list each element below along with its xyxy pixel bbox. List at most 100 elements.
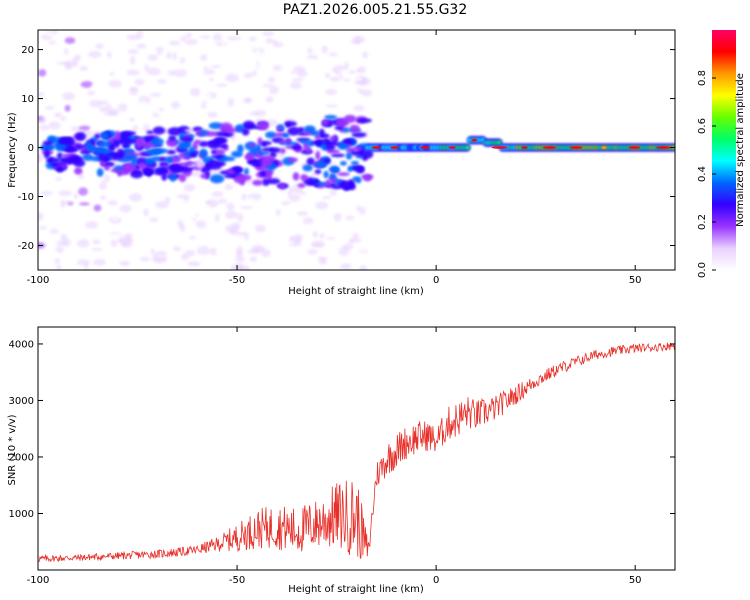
spectrogram-cell bbox=[312, 230, 318, 238]
spectrogram-cell bbox=[242, 98, 253, 103]
spectrogram-cell bbox=[339, 161, 347, 166]
colorbar-tick-label: 0.2 bbox=[697, 214, 708, 230]
spectrogram-cell bbox=[333, 212, 342, 222]
spectrogram-cell bbox=[193, 139, 202, 145]
spectrogram-cell bbox=[178, 241, 187, 250]
spectrogram-cell bbox=[143, 124, 150, 132]
spectrogram-cell bbox=[203, 80, 210, 85]
spectrogram-cell bbox=[75, 50, 89, 55]
spectrogram-cell bbox=[325, 104, 339, 108]
spectrogram-cell bbox=[160, 240, 170, 248]
spectrogram-cell bbox=[38, 212, 44, 221]
spectrogram-cell bbox=[337, 172, 350, 177]
spectrogram-cell bbox=[463, 145, 471, 150]
spectrogram-cell bbox=[420, 146, 431, 149]
spectrogram-cell bbox=[171, 101, 181, 109]
spectrogram-cell bbox=[136, 43, 147, 49]
spectrogram-cell bbox=[226, 202, 235, 211]
spectrogram-cell bbox=[166, 51, 172, 60]
spectrogram-cell bbox=[357, 118, 372, 123]
spectrogram-cell bbox=[319, 133, 330, 138]
spectrogram-cell bbox=[150, 137, 164, 147]
spectrogram-cell bbox=[144, 157, 156, 166]
spectrogram-cell bbox=[245, 78, 256, 87]
spectrogram-cell bbox=[48, 156, 54, 164]
spectrogram-cell bbox=[268, 105, 273, 109]
spectrogram-cell bbox=[337, 202, 343, 208]
spectrogram-cell bbox=[195, 158, 204, 169]
spectrogram-cell bbox=[112, 152, 123, 158]
spectrogram-cell bbox=[232, 166, 243, 173]
spectrogram-cell bbox=[128, 87, 139, 91]
spectrogram-x-tick-label: 0 bbox=[433, 275, 439, 286]
spectrogram-cell bbox=[64, 37, 76, 44]
spectrogram-cell bbox=[278, 224, 284, 233]
colorbar: 0.0 0.2 0.4 0.6 0.8 Normalized spectral ampl… bbox=[697, 30, 746, 278]
spectrogram-cell bbox=[569, 146, 583, 149]
spectrogram-cell bbox=[135, 222, 145, 228]
spectrogram-cell bbox=[542, 146, 557, 149]
spectrogram-cell bbox=[82, 153, 93, 161]
spectrogram-cell bbox=[76, 239, 90, 248]
spectrogram-cell bbox=[323, 265, 334, 269]
spectrogram-cell bbox=[73, 221, 81, 229]
spectrogram-cell bbox=[214, 137, 226, 144]
spectrogram-cell bbox=[229, 227, 239, 236]
spectrogram-cell bbox=[62, 92, 75, 101]
spectrogram-cell bbox=[205, 200, 213, 205]
spectrogram-cell bbox=[127, 49, 139, 55]
spectrogram-cell bbox=[241, 127, 250, 136]
spectrogram-cell bbox=[200, 173, 208, 179]
spectrogram-x-tick-label: 50 bbox=[629, 275, 642, 286]
spectrogram-cell bbox=[134, 78, 145, 86]
spectrogram-cell bbox=[337, 143, 350, 150]
spectrogram-cell bbox=[252, 62, 262, 69]
spectrogram-cell bbox=[166, 149, 177, 155]
spectrogram-cell bbox=[227, 97, 235, 107]
spectrogram-cell bbox=[210, 64, 222, 69]
spectrogram-cell bbox=[219, 143, 228, 149]
spectrogram-cell bbox=[113, 139, 121, 149]
spectrogram-cell bbox=[194, 67, 200, 72]
spectrogram-cell bbox=[87, 90, 95, 96]
spectrogram-image bbox=[38, 30, 675, 270]
spectrogram-cell bbox=[260, 140, 272, 146]
spectrogram-cell bbox=[231, 61, 236, 66]
spectrogram-cell bbox=[176, 209, 185, 214]
spectrogram-cell bbox=[180, 200, 192, 205]
spectrogram-cell bbox=[306, 222, 312, 230]
spectrogram-cell bbox=[87, 50, 102, 59]
spectrogram-cell bbox=[292, 65, 306, 74]
spectrogram-cell bbox=[203, 69, 216, 75]
spectrogram-cell bbox=[214, 248, 226, 256]
spectrogram-cell bbox=[252, 179, 264, 186]
snr-x-tick-label: -50 bbox=[229, 575, 245, 586]
spectrogram-cell bbox=[319, 110, 332, 116]
spectrogram-cell bbox=[184, 38, 198, 45]
spectrogram-cell bbox=[180, 136, 193, 143]
spectrogram-cell bbox=[76, 259, 91, 266]
spectrogram-cell bbox=[328, 217, 335, 226]
spectrogram-cell bbox=[349, 47, 360, 53]
spectrogram-cell bbox=[271, 253, 284, 260]
spectrogram-cell bbox=[78, 202, 90, 206]
spectrogram-cell bbox=[79, 149, 89, 155]
spectrogram-cell bbox=[269, 261, 278, 267]
spectrogram-cell bbox=[343, 139, 354, 144]
spectrogram-cell bbox=[205, 232, 219, 239]
spectrogram-cell bbox=[108, 79, 122, 88]
spectrogram-cell bbox=[224, 183, 233, 191]
spectrogram-cell bbox=[198, 141, 210, 147]
spectrogram-cell bbox=[243, 72, 253, 79]
spectrogram-cell bbox=[348, 70, 356, 74]
spectrogram-cell bbox=[347, 179, 355, 188]
spectrogram-cell bbox=[67, 245, 80, 251]
spectrogram-cell bbox=[222, 156, 236, 162]
spectrogram-cell bbox=[152, 126, 166, 135]
spectrogram-cell bbox=[312, 101, 324, 107]
spectrogram-cell bbox=[93, 258, 106, 266]
spectrogram-y-label: Frequency (Hz) bbox=[7, 112, 18, 188]
spectrogram-cell bbox=[78, 173, 85, 180]
spectrogram-cell bbox=[161, 173, 168, 181]
spectrogram-cell bbox=[345, 151, 353, 160]
